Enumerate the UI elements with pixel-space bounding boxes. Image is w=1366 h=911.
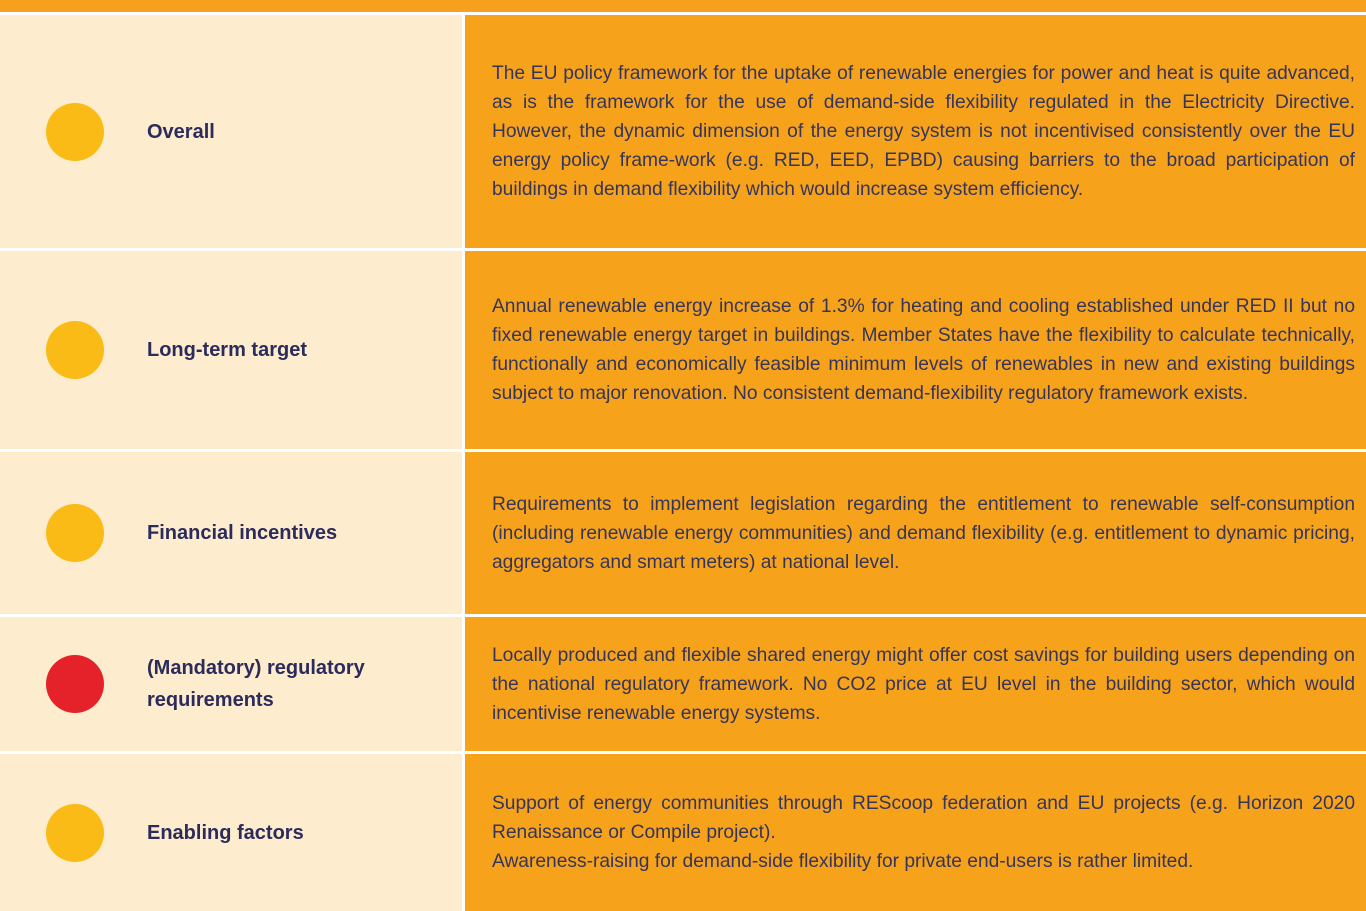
- row-label-cell: Long-term target: [0, 251, 462, 449]
- table-row: Overall The EU policy framework for the u…: [0, 15, 1366, 248]
- row-text: Support of energy communities through RE…: [492, 793, 1355, 843]
- row-label-cell: Enabling factors: [0, 754, 462, 911]
- status-dot: [46, 321, 104, 379]
- row-text: Awareness-raising for demand-side flexib…: [492, 851, 1194, 872]
- status-dot: [46, 655, 104, 713]
- row-text-cell: The EU policy framework for the uptake o…: [465, 15, 1366, 248]
- row-text-cell: Annual renewable energy increase of 1.3%…: [465, 251, 1366, 449]
- row-text-cell: Requirements to implement legislation re…: [465, 452, 1366, 614]
- row-label: Financial incentives: [147, 522, 338, 544]
- row-label: Enabling factors: [147, 821, 304, 844]
- row-text: Requirements to implement legislation re…: [492, 493, 1355, 573]
- table-row: Long-term target Annual renewable energy …: [0, 251, 1366, 449]
- table-row: Financial incentives Requirements to impl…: [0, 452, 1366, 614]
- table-row: (Mandatory) regulatory requirements Local…: [0, 617, 1366, 751]
- table: Overall The EU policy framework for the u…: [0, 15, 1366, 911]
- row-text: The EU policy framework for the uptake o…: [492, 63, 1355, 200]
- header-bar: [0, 0, 1366, 12]
- row-text: Annual renewable energy increase of 1.3%…: [492, 296, 1355, 404]
- row-text-cell: Locally produced and flexible shared ene…: [465, 617, 1366, 751]
- row-label: Overall: [147, 120, 215, 143]
- row-label: (Mandatory) regulatory requirements: [147, 657, 365, 711]
- row-text-cell: Support of energy communities through RE…: [465, 754, 1366, 911]
- row-label-cell: Financial incentives: [0, 452, 462, 614]
- row-text: Locally produced and flexible shared ene…: [492, 644, 1355, 724]
- row-label-cell: (Mandatory) regulatory requirements: [0, 617, 462, 751]
- table-row: Enabling factors Support of energy commun…: [0, 754, 1366, 911]
- row-label: Long-term target: [147, 339, 307, 361]
- row-label-cell: Overall: [0, 15, 462, 248]
- status-dot: [46, 803, 104, 862]
- status-dot: [46, 102, 104, 161]
- status-dot: [46, 504, 104, 562]
